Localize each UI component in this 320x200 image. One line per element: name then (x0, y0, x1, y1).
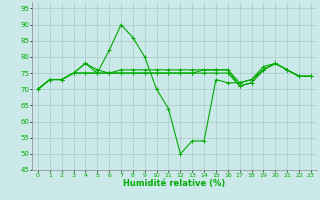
X-axis label: Humidité relative (%): Humidité relative (%) (123, 179, 226, 188)
